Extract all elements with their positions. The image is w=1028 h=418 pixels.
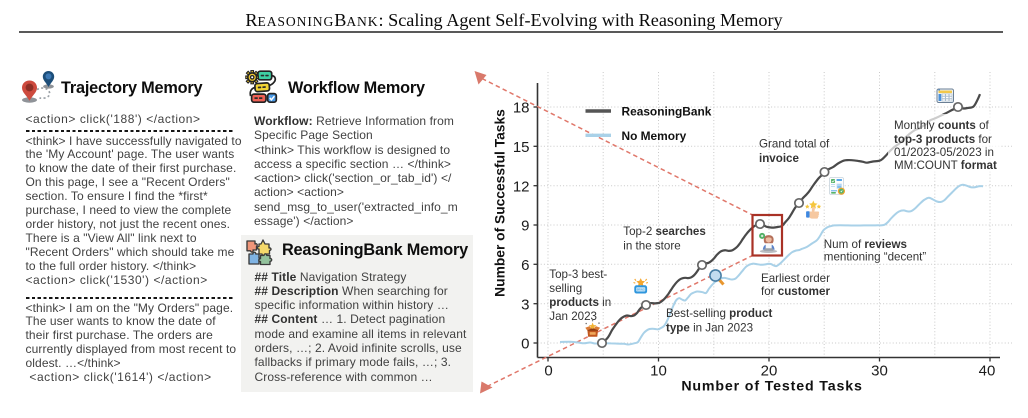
svg-text:3: 3: [521, 296, 529, 313]
svg-text:Num of reviews: Num of reviews: [824, 238, 907, 251]
svg-text:Top-2 searches: Top-2 searches: [623, 225, 706, 238]
svg-text:20: 20: [761, 362, 778, 379]
svg-text:top-3 products for: top-3 products for: [894, 133, 992, 146]
svg-text:30: 30: [871, 362, 888, 379]
svg-text:Monthly counts of: Monthly counts of: [894, 119, 990, 132]
svg-text:Earliest order: Earliest order: [761, 272, 830, 285]
svg-text:ReasoningBank: ReasoningBank: [622, 105, 712, 119]
svg-text:40: 40: [979, 362, 996, 379]
svg-text:selling: selling: [549, 282, 582, 295]
svg-text:MM:COUNT format: MM:COUNT format: [894, 159, 997, 172]
svg-text:products in: products in: [549, 296, 611, 309]
svg-text:Top-3 best-: Top-3 best-: [549, 268, 607, 281]
svg-text:mentioning “decent”: mentioning “decent”: [824, 250, 927, 263]
svg-text:Grand total of: Grand total of: [759, 137, 830, 150]
svg-text:in the store: in the store: [623, 240, 680, 253]
svg-text:15: 15: [513, 139, 530, 156]
svg-text:0: 0: [544, 362, 552, 379]
svg-text:0: 0: [521, 336, 529, 353]
svg-text:for customer: for customer: [761, 285, 830, 298]
svg-text:Number of Tested Tasks: Number of Tested Tasks: [681, 379, 862, 395]
svg-text:18: 18: [513, 100, 530, 117]
svg-text:9: 9: [521, 218, 529, 235]
svg-text:BRING: BRING: [637, 288, 645, 292]
svg-text:No Memory: No Memory: [622, 129, 687, 143]
svg-text:10: 10: [650, 362, 667, 379]
svg-text:12: 12: [513, 178, 530, 195]
svg-text:01/2023-05/2023 in: 01/2023-05/2023 in: [894, 146, 994, 159]
svg-text:invoice: invoice: [759, 152, 800, 165]
svg-text:Number of Successful Tasks: Number of Successful Tasks: [493, 109, 508, 297]
svg-text:Best-selling product: Best-selling product: [666, 307, 772, 320]
svg-text:type in Jan 2023: type in Jan 2023: [666, 322, 753, 335]
svg-text:Jan 2023: Jan 2023: [549, 310, 597, 323]
svg-text:6: 6: [521, 257, 529, 274]
